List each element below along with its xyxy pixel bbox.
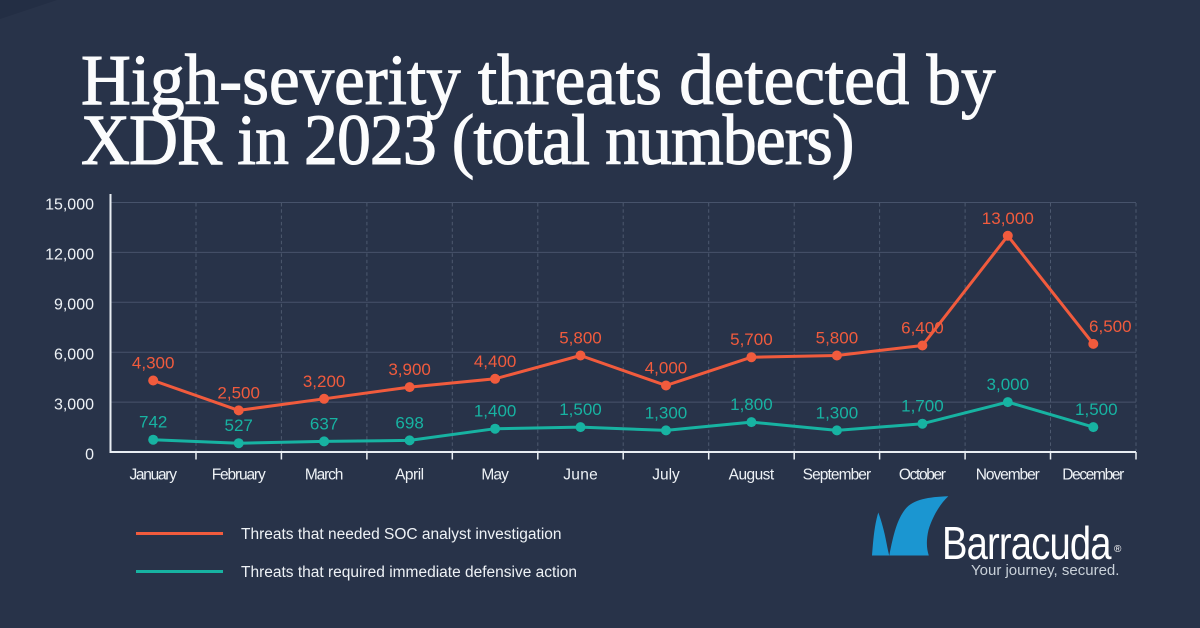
svg-text:0: 0 [85,447,94,464]
svg-text:1,700: 1,700 [901,397,944,416]
svg-text:July: July [652,467,680,484]
svg-text:698: 698 [395,413,423,432]
svg-text:August: August [729,467,775,484]
svg-text:December: December [1062,467,1124,484]
svg-text:Threats that needed SOC analys: Threats that needed SOC analyst investig… [241,526,562,543]
svg-text:637: 637 [310,414,338,433]
svg-text:Threats that required immediat: Threats that required immediate defensiv… [241,564,577,581]
svg-text:4,400: 4,400 [474,352,517,371]
svg-text:3,200: 3,200 [303,372,346,391]
svg-text:1,500: 1,500 [559,400,602,419]
svg-text:June: June [563,467,598,484]
svg-text:1,300: 1,300 [645,403,688,422]
svg-text:1,800: 1,800 [730,395,773,414]
svg-text:742: 742 [139,413,167,432]
svg-text:12,000: 12,000 [45,247,94,264]
svg-text:5,700: 5,700 [730,330,773,349]
svg-text:September: September [803,467,872,484]
svg-text:6,000: 6,000 [54,347,94,364]
svg-text:527: 527 [225,416,253,435]
svg-text:6,400: 6,400 [901,319,944,338]
svg-text:April: April [395,467,424,484]
svg-text:6,500: 6,500 [1089,317,1132,336]
svg-text:3,900: 3,900 [388,360,431,379]
svg-text:15,000: 15,000 [45,197,94,214]
svg-text:5,800: 5,800 [559,329,602,348]
svg-text:1,400: 1,400 [474,402,517,421]
svg-text:5,800: 5,800 [816,329,859,348]
svg-text:1,300: 1,300 [816,403,859,422]
svg-text:4,300: 4,300 [132,354,175,373]
svg-text:4,000: 4,000 [645,359,688,378]
svg-text:3,000: 3,000 [54,397,94,414]
svg-text:October: October [899,467,946,484]
svg-text:2,500: 2,500 [217,383,260,402]
svg-text:9,000: 9,000 [54,297,94,314]
svg-text:1,500: 1,500 [1075,400,1118,419]
svg-text:November: November [976,467,1040,484]
svg-text:3,000: 3,000 [987,375,1030,394]
svg-text:13,000: 13,000 [982,209,1034,228]
svg-text:January: January [129,467,177,484]
svg-text:February: February [212,467,266,484]
svg-text:May: May [481,467,509,484]
svg-text:March: March [305,467,344,484]
